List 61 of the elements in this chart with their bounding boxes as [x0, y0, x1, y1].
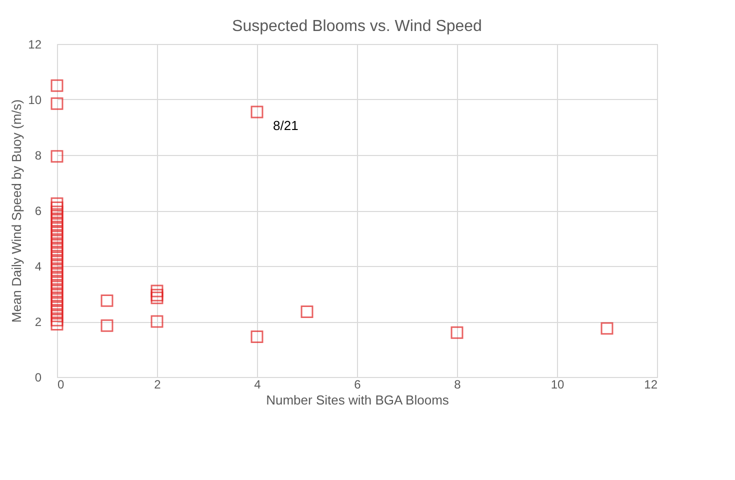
point	[50, 210, 64, 222]
point	[50, 197, 64, 210]
x-tick-label: 8	[454, 378, 462, 392]
point	[50, 260, 64, 272]
point	[100, 319, 114, 332]
x-tick-label: 4	[254, 378, 262, 392]
x-tick-label: 6	[354, 378, 362, 392]
point	[150, 292, 164, 304]
y-tick-label: 12	[28, 38, 42, 52]
point	[450, 326, 464, 339]
point	[50, 268, 64, 281]
point	[50, 150, 64, 163]
x-axis-title: Number Sites with BGA Blooms	[266, 392, 450, 408]
point	[100, 294, 114, 307]
point	[50, 301, 64, 314]
point	[50, 247, 64, 260]
y-tick-label: 4	[34, 260, 42, 274]
y-tick-label: 2	[34, 315, 42, 329]
point	[50, 293, 64, 306]
point	[50, 222, 64, 235]
point	[50, 314, 64, 326]
x-tick-label: 0	[58, 378, 64, 392]
point	[50, 272, 64, 285]
point	[50, 238, 64, 252]
point	[150, 288, 164, 302]
annotation: 8/21	[273, 118, 298, 133]
point	[50, 264, 64, 276]
point	[50, 234, 64, 248]
point	[50, 276, 64, 289]
point	[150, 284, 164, 298]
point	[50, 284, 64, 298]
point	[50, 79, 64, 92]
point	[50, 206, 64, 218]
x-tick-label: 10	[550, 378, 564, 392]
y-tick-label: 8	[34, 148, 42, 162]
y-tick-label: 6	[34, 204, 42, 218]
point	[300, 306, 314, 318]
point	[50, 202, 64, 214]
point	[150, 315, 164, 328]
y-axis-title: Mean Daily Wind Speed by Buoy (m/s)	[9, 99, 24, 323]
point	[50, 256, 64, 268]
point	[50, 251, 64, 264]
point	[50, 306, 64, 318]
point	[50, 218, 64, 231]
point	[250, 330, 264, 343]
point	[50, 214, 64, 226]
point	[50, 310, 64, 322]
point	[50, 280, 64, 294]
point	[50, 297, 64, 310]
point	[250, 106, 264, 118]
x-tick-label: 12	[644, 378, 658, 392]
x-tick-label: 2	[154, 378, 162, 392]
point	[50, 243, 64, 256]
point	[50, 288, 64, 302]
y-tick-label: 10	[28, 93, 42, 107]
point	[50, 318, 64, 330]
point	[50, 226, 64, 239]
point	[600, 322, 614, 335]
point	[50, 97, 64, 110]
chart-title: Suspected Blooms vs. Wind Speed	[232, 18, 482, 35]
point	[50, 230, 64, 244]
